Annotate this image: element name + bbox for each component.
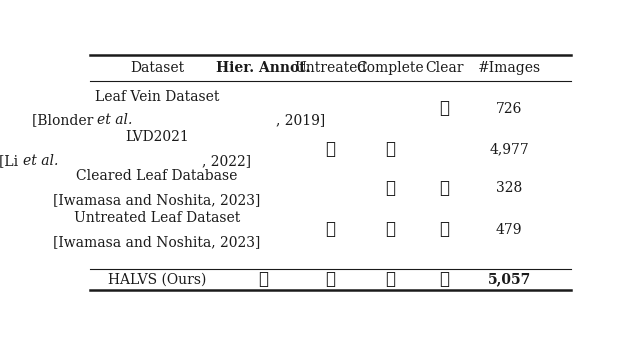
Text: ✓: ✓ [385,271,395,288]
Text: ✓: ✓ [385,140,395,158]
Text: ✓: ✓ [326,271,335,288]
Text: ✓: ✓ [326,221,335,238]
Text: Complete: Complete [356,61,424,75]
Text: ✓: ✓ [440,180,449,197]
Text: Clear: Clear [426,61,464,75]
Text: ✓: ✓ [259,271,269,288]
Text: ✓: ✓ [440,221,449,238]
Text: ✓: ✓ [385,221,395,238]
Text: , 2022]: , 2022] [202,154,251,168]
Text: LVD2021: LVD2021 [125,130,189,144]
Text: ✓: ✓ [326,140,335,158]
Text: #Images: #Images [477,61,541,75]
Text: [Li: [Li [0,154,23,168]
Text: HALVS (Ours): HALVS (Ours) [108,273,206,286]
Text: 726: 726 [496,102,522,116]
Text: 5,057: 5,057 [488,273,531,286]
Text: Hier. Annot.: Hier. Annot. [216,61,311,75]
Text: 4,977: 4,977 [489,142,529,156]
Text: Dataset: Dataset [130,61,184,75]
Text: 479: 479 [496,223,522,237]
Text: et al.: et al. [23,154,58,168]
Text: , 2019]: , 2019] [276,113,325,127]
Text: ✓: ✓ [385,180,395,197]
Text: [Blonder: [Blonder [31,113,97,127]
Text: [Iwamasa and Noshita, 2023]: [Iwamasa and Noshita, 2023] [53,193,260,207]
Text: Cleared Leaf Database: Cleared Leaf Database [76,170,237,183]
Text: [Iwamasa and Noshita, 2023]: [Iwamasa and Noshita, 2023] [53,235,260,249]
Text: et al.: et al. [97,113,132,127]
Text: Untreated Leaf Dataset: Untreated Leaf Dataset [74,211,240,225]
Text: ✓: ✓ [440,271,449,288]
Text: Leaf Vein Dataset: Leaf Vein Dataset [95,90,219,104]
Text: 328: 328 [496,181,522,195]
Text: ✓: ✓ [440,100,449,117]
Text: Untreated: Untreated [294,61,367,75]
